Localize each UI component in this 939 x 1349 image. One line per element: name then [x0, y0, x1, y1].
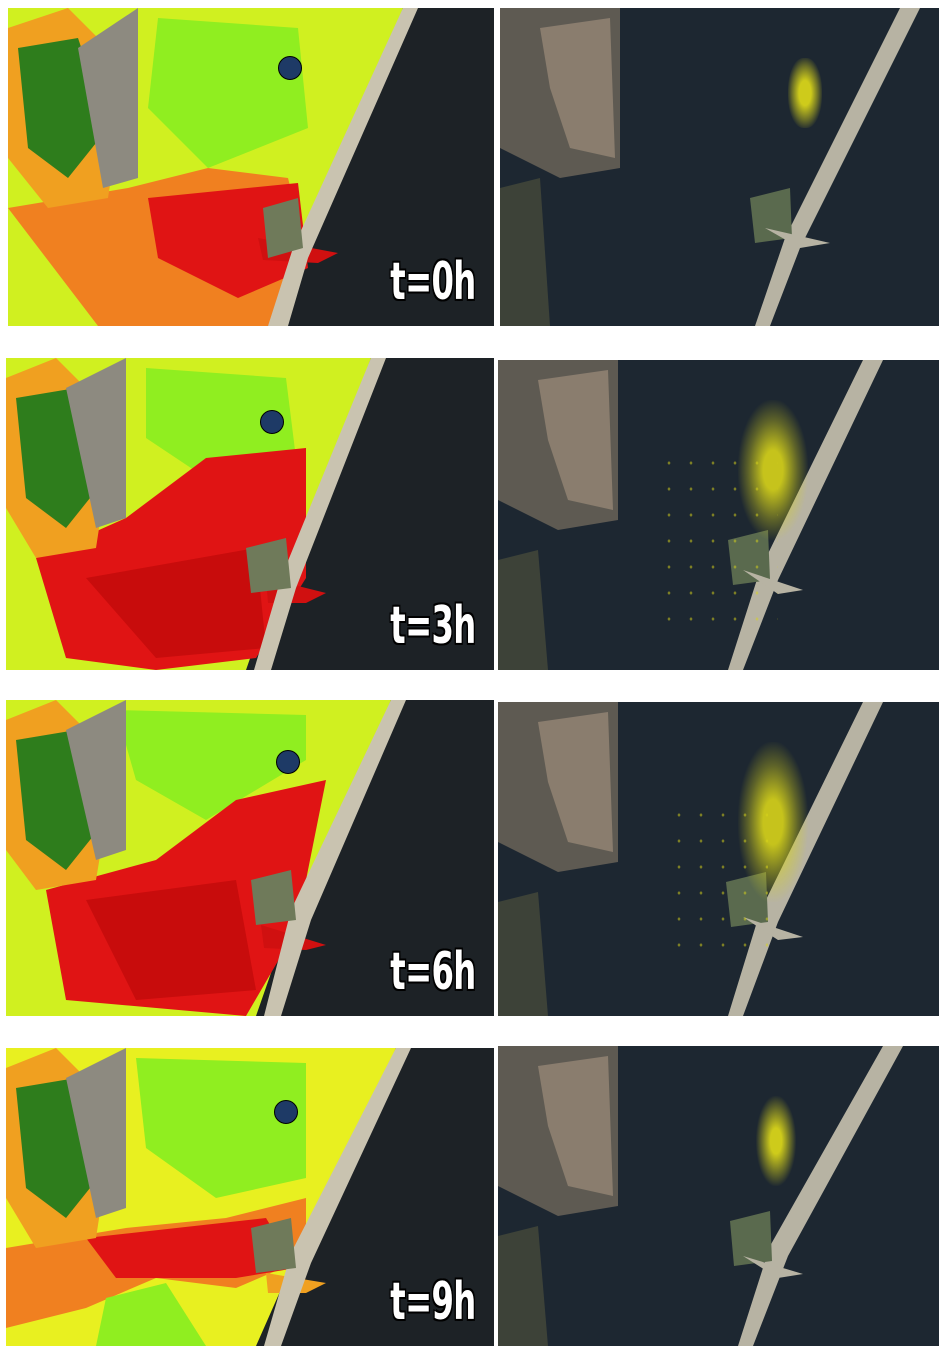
monitoring-point-marker: [278, 56, 302, 80]
heatmap-map: [6, 1048, 494, 1346]
monitoring-point-marker: [276, 750, 300, 774]
particle-panel-t9: [498, 1046, 939, 1346]
particle-scatter: [668, 802, 768, 952]
particle-panel-t0: [500, 8, 939, 326]
time-label: t=0h: [390, 252, 477, 312]
particle-panel-t6: [498, 702, 939, 1016]
heatmap-panel-t0: t=0h: [8, 8, 494, 326]
particle-scatter: [658, 450, 778, 630]
particle-cloud: [756, 1096, 796, 1186]
satellite-map: [500, 8, 939, 326]
monitoring-point-marker: [274, 1100, 298, 1124]
heatmap-panel-t6: t=6h: [6, 700, 494, 1016]
heatmap-map: [6, 700, 494, 1016]
heatmap-panel-t3: t=3h: [6, 358, 494, 670]
heatmap-map: [8, 8, 494, 326]
heatmap-map: [6, 358, 494, 670]
heatmap-panel-t9: t=9h: [6, 1048, 494, 1346]
time-label: t=6h: [390, 942, 477, 1002]
particle-cloud: [788, 58, 822, 128]
monitoring-point-marker: [260, 410, 284, 434]
particle-panel-t3: [498, 360, 939, 670]
time-label: t=3h: [390, 596, 477, 656]
satellite-map: [498, 1046, 939, 1346]
time-label: t=9h: [390, 1272, 477, 1332]
